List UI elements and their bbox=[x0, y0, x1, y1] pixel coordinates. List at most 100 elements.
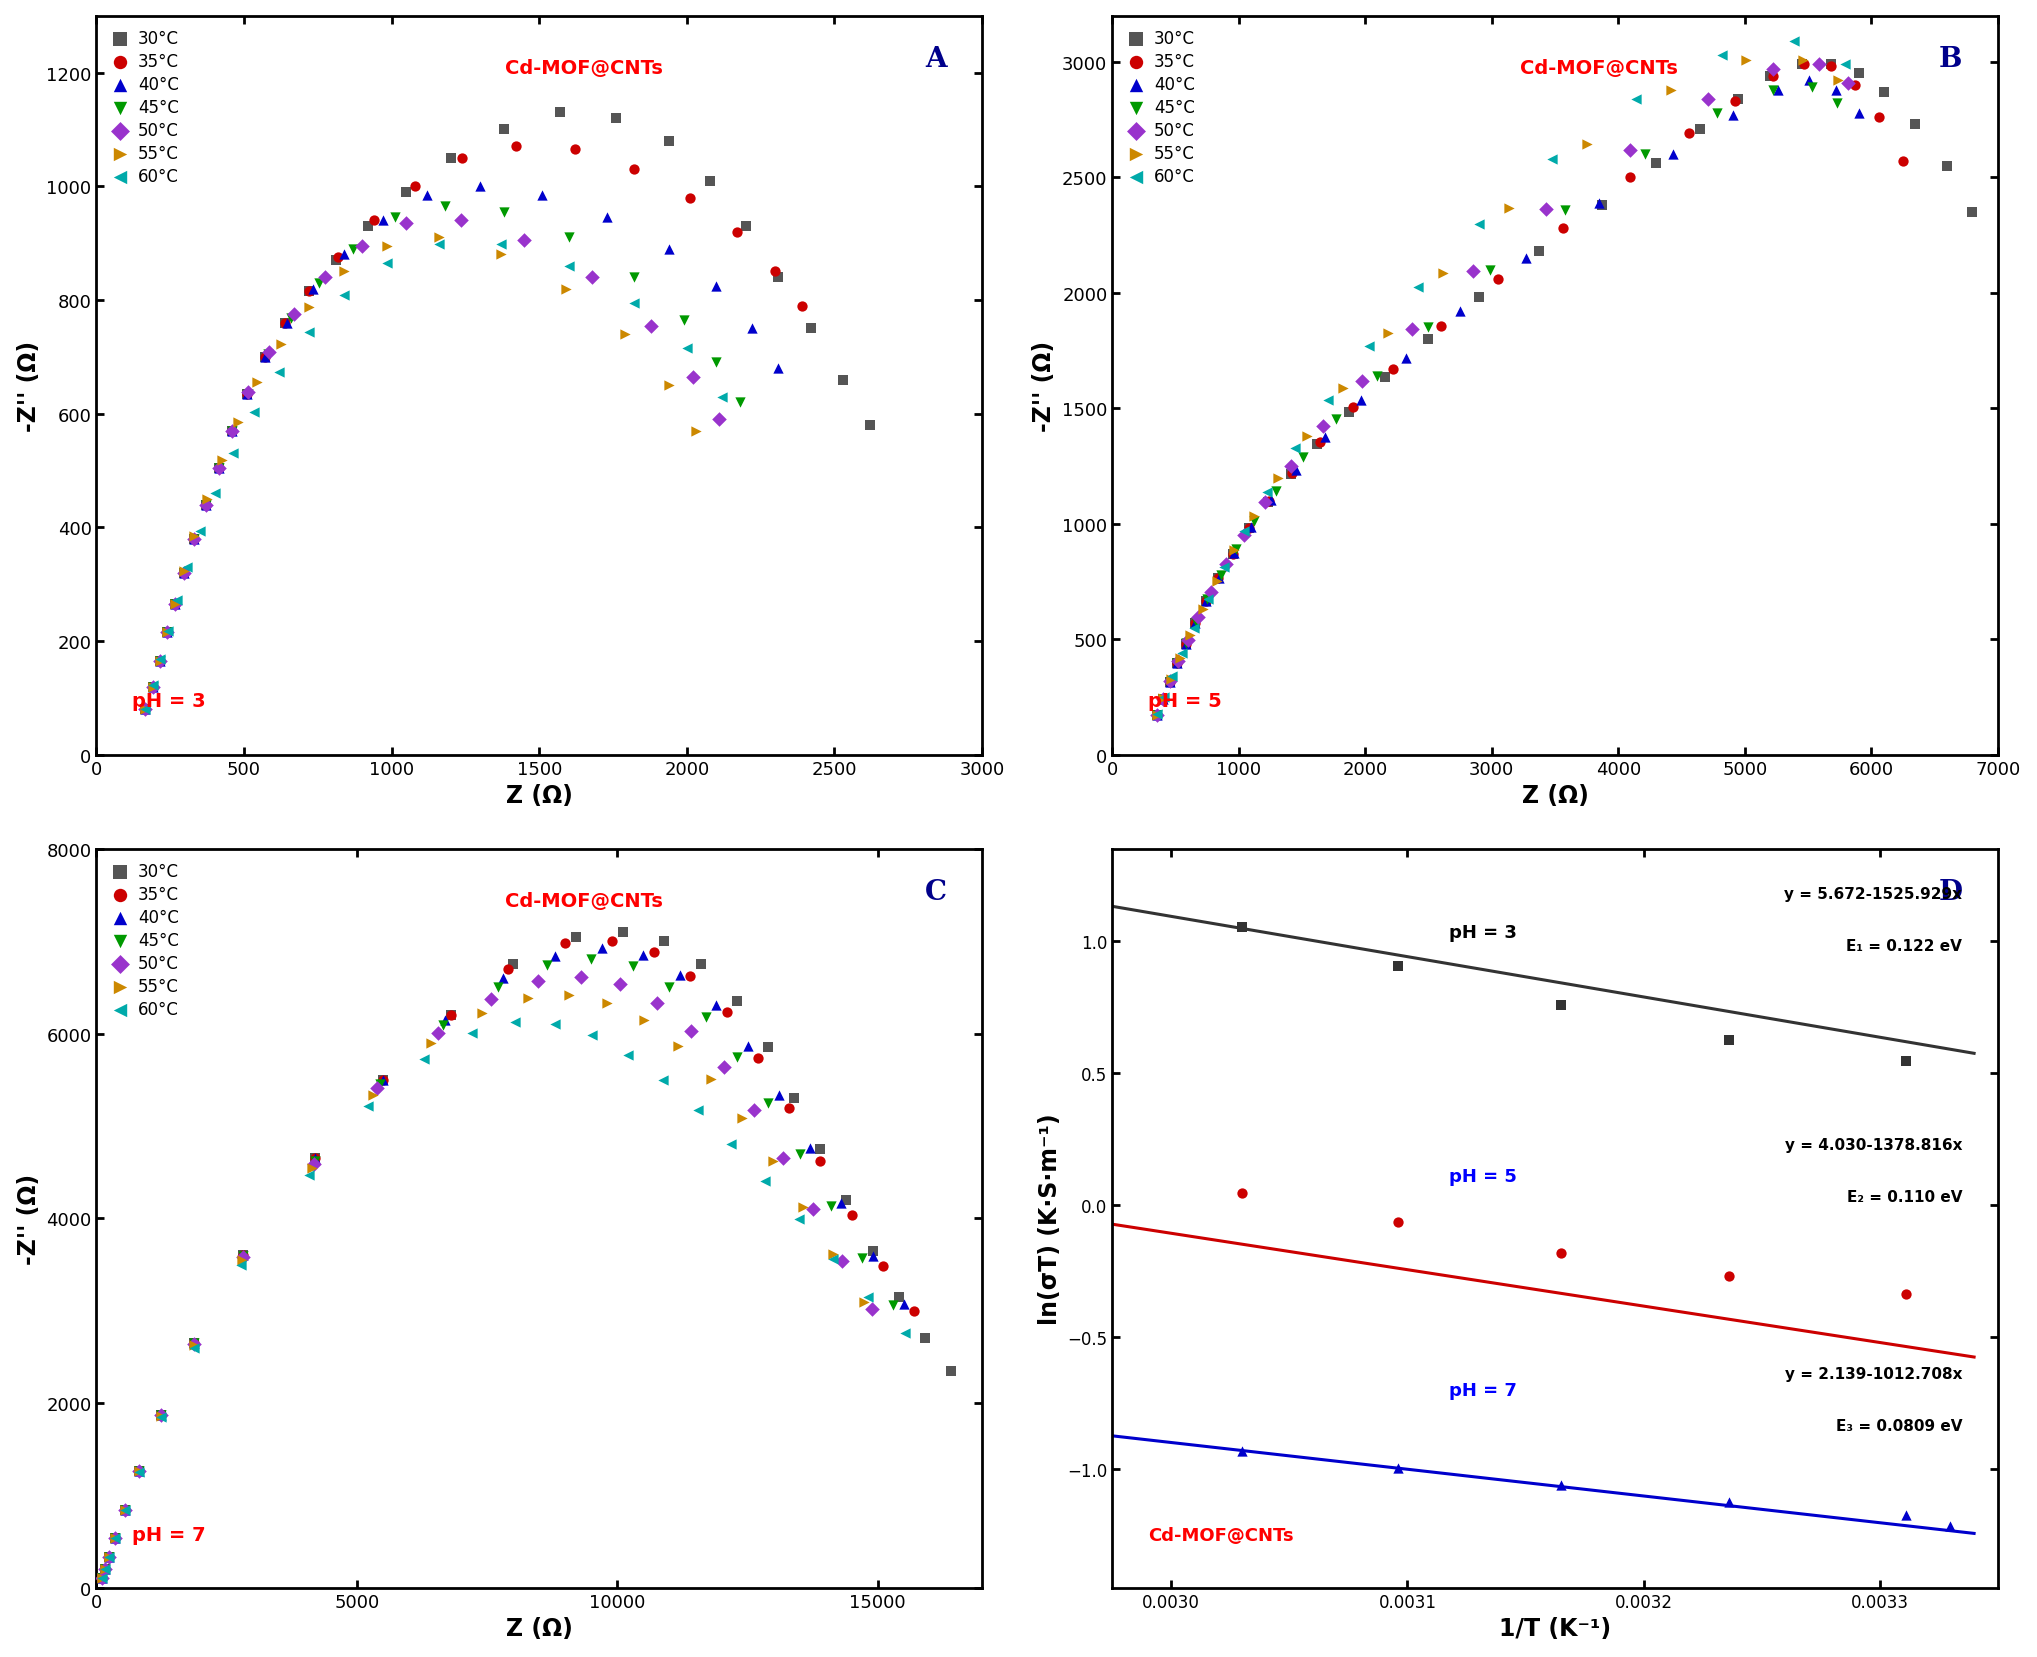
55°C bbox=[1786, 48, 1819, 75]
45°C bbox=[216, 418, 249, 444]
45°C bbox=[365, 1070, 397, 1097]
55°C bbox=[817, 1241, 849, 1268]
60°C bbox=[1228, 519, 1261, 545]
Point bbox=[1226, 1180, 1259, 1206]
45°C bbox=[1320, 408, 1353, 434]
45°C bbox=[668, 307, 701, 333]
30°C bbox=[86, 1564, 118, 1591]
50°C bbox=[128, 696, 161, 722]
30°C bbox=[909, 1326, 941, 1352]
60°C bbox=[1401, 275, 1434, 302]
55°C bbox=[159, 592, 191, 618]
40°C bbox=[136, 674, 169, 701]
30°C bbox=[189, 492, 222, 519]
30°C bbox=[607, 920, 640, 946]
Text: Cd-MOF@CNTs: Cd-MOF@CNTs bbox=[505, 60, 662, 78]
50°C bbox=[1530, 197, 1562, 224]
50°C bbox=[636, 313, 668, 340]
30°C bbox=[1253, 489, 1285, 515]
Text: C: C bbox=[925, 878, 947, 906]
55°C bbox=[265, 331, 297, 358]
45°C bbox=[336, 237, 369, 263]
60°C bbox=[1312, 388, 1344, 414]
35°C bbox=[1253, 489, 1285, 515]
35°C bbox=[721, 219, 754, 245]
40°C bbox=[299, 1145, 332, 1171]
30°C bbox=[202, 456, 234, 482]
Point bbox=[1226, 1438, 1259, 1465]
60°C bbox=[538, 1011, 570, 1037]
50°C bbox=[145, 648, 177, 674]
60°C bbox=[161, 588, 194, 615]
60°C bbox=[715, 1130, 748, 1157]
50°C bbox=[1756, 56, 1788, 83]
30°C bbox=[367, 1067, 399, 1094]
60°C bbox=[238, 399, 271, 426]
35°C bbox=[1169, 631, 1202, 658]
30°C bbox=[1332, 399, 1365, 426]
35°C bbox=[1275, 461, 1308, 487]
40°C bbox=[1841, 101, 1874, 128]
45°C bbox=[167, 560, 200, 587]
60°C bbox=[171, 555, 204, 582]
30°C bbox=[1216, 542, 1249, 568]
60°C bbox=[1177, 615, 1210, 641]
45°C bbox=[428, 194, 460, 220]
Point bbox=[1544, 993, 1577, 1019]
50°C bbox=[507, 227, 540, 254]
30°C bbox=[293, 278, 326, 305]
45°C bbox=[86, 1564, 118, 1591]
50°C bbox=[1161, 648, 1194, 674]
50°C bbox=[768, 1145, 801, 1171]
45°C bbox=[232, 381, 265, 408]
45°C bbox=[1169, 631, 1202, 658]
35°C bbox=[269, 310, 301, 336]
55°C bbox=[1147, 686, 1179, 713]
30°C bbox=[805, 1137, 837, 1163]
50°C bbox=[253, 340, 285, 366]
35°C bbox=[491, 956, 524, 983]
50°C bbox=[707, 1054, 739, 1080]
30°C bbox=[560, 925, 593, 951]
45°C bbox=[145, 648, 177, 674]
45°C bbox=[275, 305, 308, 331]
35°C bbox=[1886, 149, 1919, 176]
55°C bbox=[191, 487, 224, 514]
35°C bbox=[189, 492, 222, 519]
45°C bbox=[1220, 537, 1253, 563]
50°C bbox=[422, 1021, 454, 1047]
35°C bbox=[177, 1331, 210, 1357]
50°C bbox=[1153, 668, 1186, 694]
50°C bbox=[92, 1543, 124, 1569]
50°C bbox=[277, 302, 310, 328]
35°C bbox=[136, 674, 169, 701]
Text: E₁ = 0.122 eV: E₁ = 0.122 eV bbox=[1846, 938, 1962, 953]
30°C bbox=[100, 1524, 132, 1551]
40°C bbox=[411, 182, 444, 209]
60°C bbox=[485, 232, 517, 258]
60°C bbox=[224, 1251, 257, 1278]
45°C bbox=[92, 1543, 124, 1569]
30°C bbox=[389, 179, 422, 205]
30°C bbox=[352, 214, 385, 240]
30°C bbox=[145, 648, 177, 674]
50°C bbox=[825, 1248, 858, 1274]
50°C bbox=[1275, 454, 1308, 481]
30°C bbox=[1721, 86, 1754, 113]
55°C bbox=[92, 1543, 124, 1569]
55°C bbox=[1326, 376, 1359, 403]
X-axis label: Z (Ω): Z (Ω) bbox=[1522, 784, 1589, 807]
30°C bbox=[721, 989, 754, 1016]
35°C bbox=[1147, 686, 1179, 713]
40°C bbox=[487, 966, 519, 993]
35°C bbox=[446, 146, 479, 172]
40°C bbox=[701, 273, 733, 300]
40°C bbox=[230, 381, 263, 408]
60°C bbox=[1619, 86, 1652, 113]
60°C bbox=[328, 283, 361, 310]
55°C bbox=[328, 258, 361, 285]
40°C bbox=[1161, 651, 1194, 678]
30°C bbox=[752, 1034, 784, 1060]
50°C bbox=[1181, 605, 1214, 631]
55°C bbox=[1141, 703, 1173, 729]
